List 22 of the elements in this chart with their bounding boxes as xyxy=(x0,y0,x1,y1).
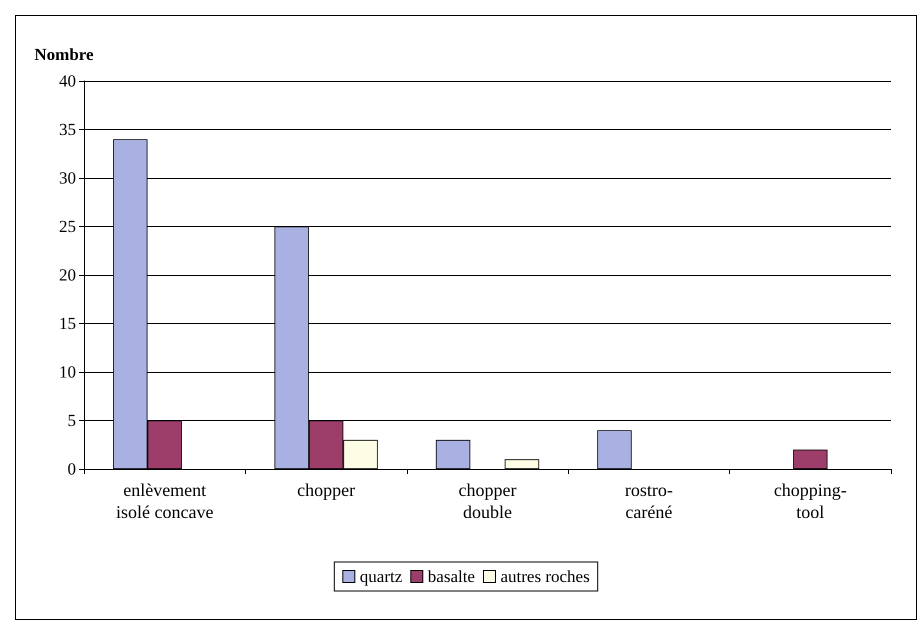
bar xyxy=(436,440,470,469)
y-tick-label: 35 xyxy=(59,120,76,139)
bar xyxy=(504,459,540,469)
y-tick-label: 10 xyxy=(59,362,76,382)
x-tick-label: rostro- caréné xyxy=(624,480,673,522)
y-tick-label: 30 xyxy=(59,168,76,188)
y-tick-label: 40 xyxy=(59,72,76,90)
y-tick-label: 15 xyxy=(59,314,76,333)
x-tick-label: chopper xyxy=(297,480,356,500)
y-tick-label: 0 xyxy=(68,460,76,478)
y-tick-label: 5 xyxy=(68,411,76,430)
y-tick-label: 25 xyxy=(59,217,76,236)
bar xyxy=(597,430,632,469)
legend-label: autres roches xyxy=(500,567,590,586)
y-axis-title: Nombre xyxy=(34,45,94,64)
legend-label: basalte xyxy=(428,567,475,586)
x-tick-label: chopping- tool xyxy=(774,480,847,522)
x-tick-label: chopper double xyxy=(458,480,516,522)
x-tick-label: enlèvement isolé concave xyxy=(116,480,214,522)
legend-label: quartz xyxy=(360,567,403,586)
y-tick-label: 20 xyxy=(59,266,76,284)
bar xyxy=(793,450,828,469)
